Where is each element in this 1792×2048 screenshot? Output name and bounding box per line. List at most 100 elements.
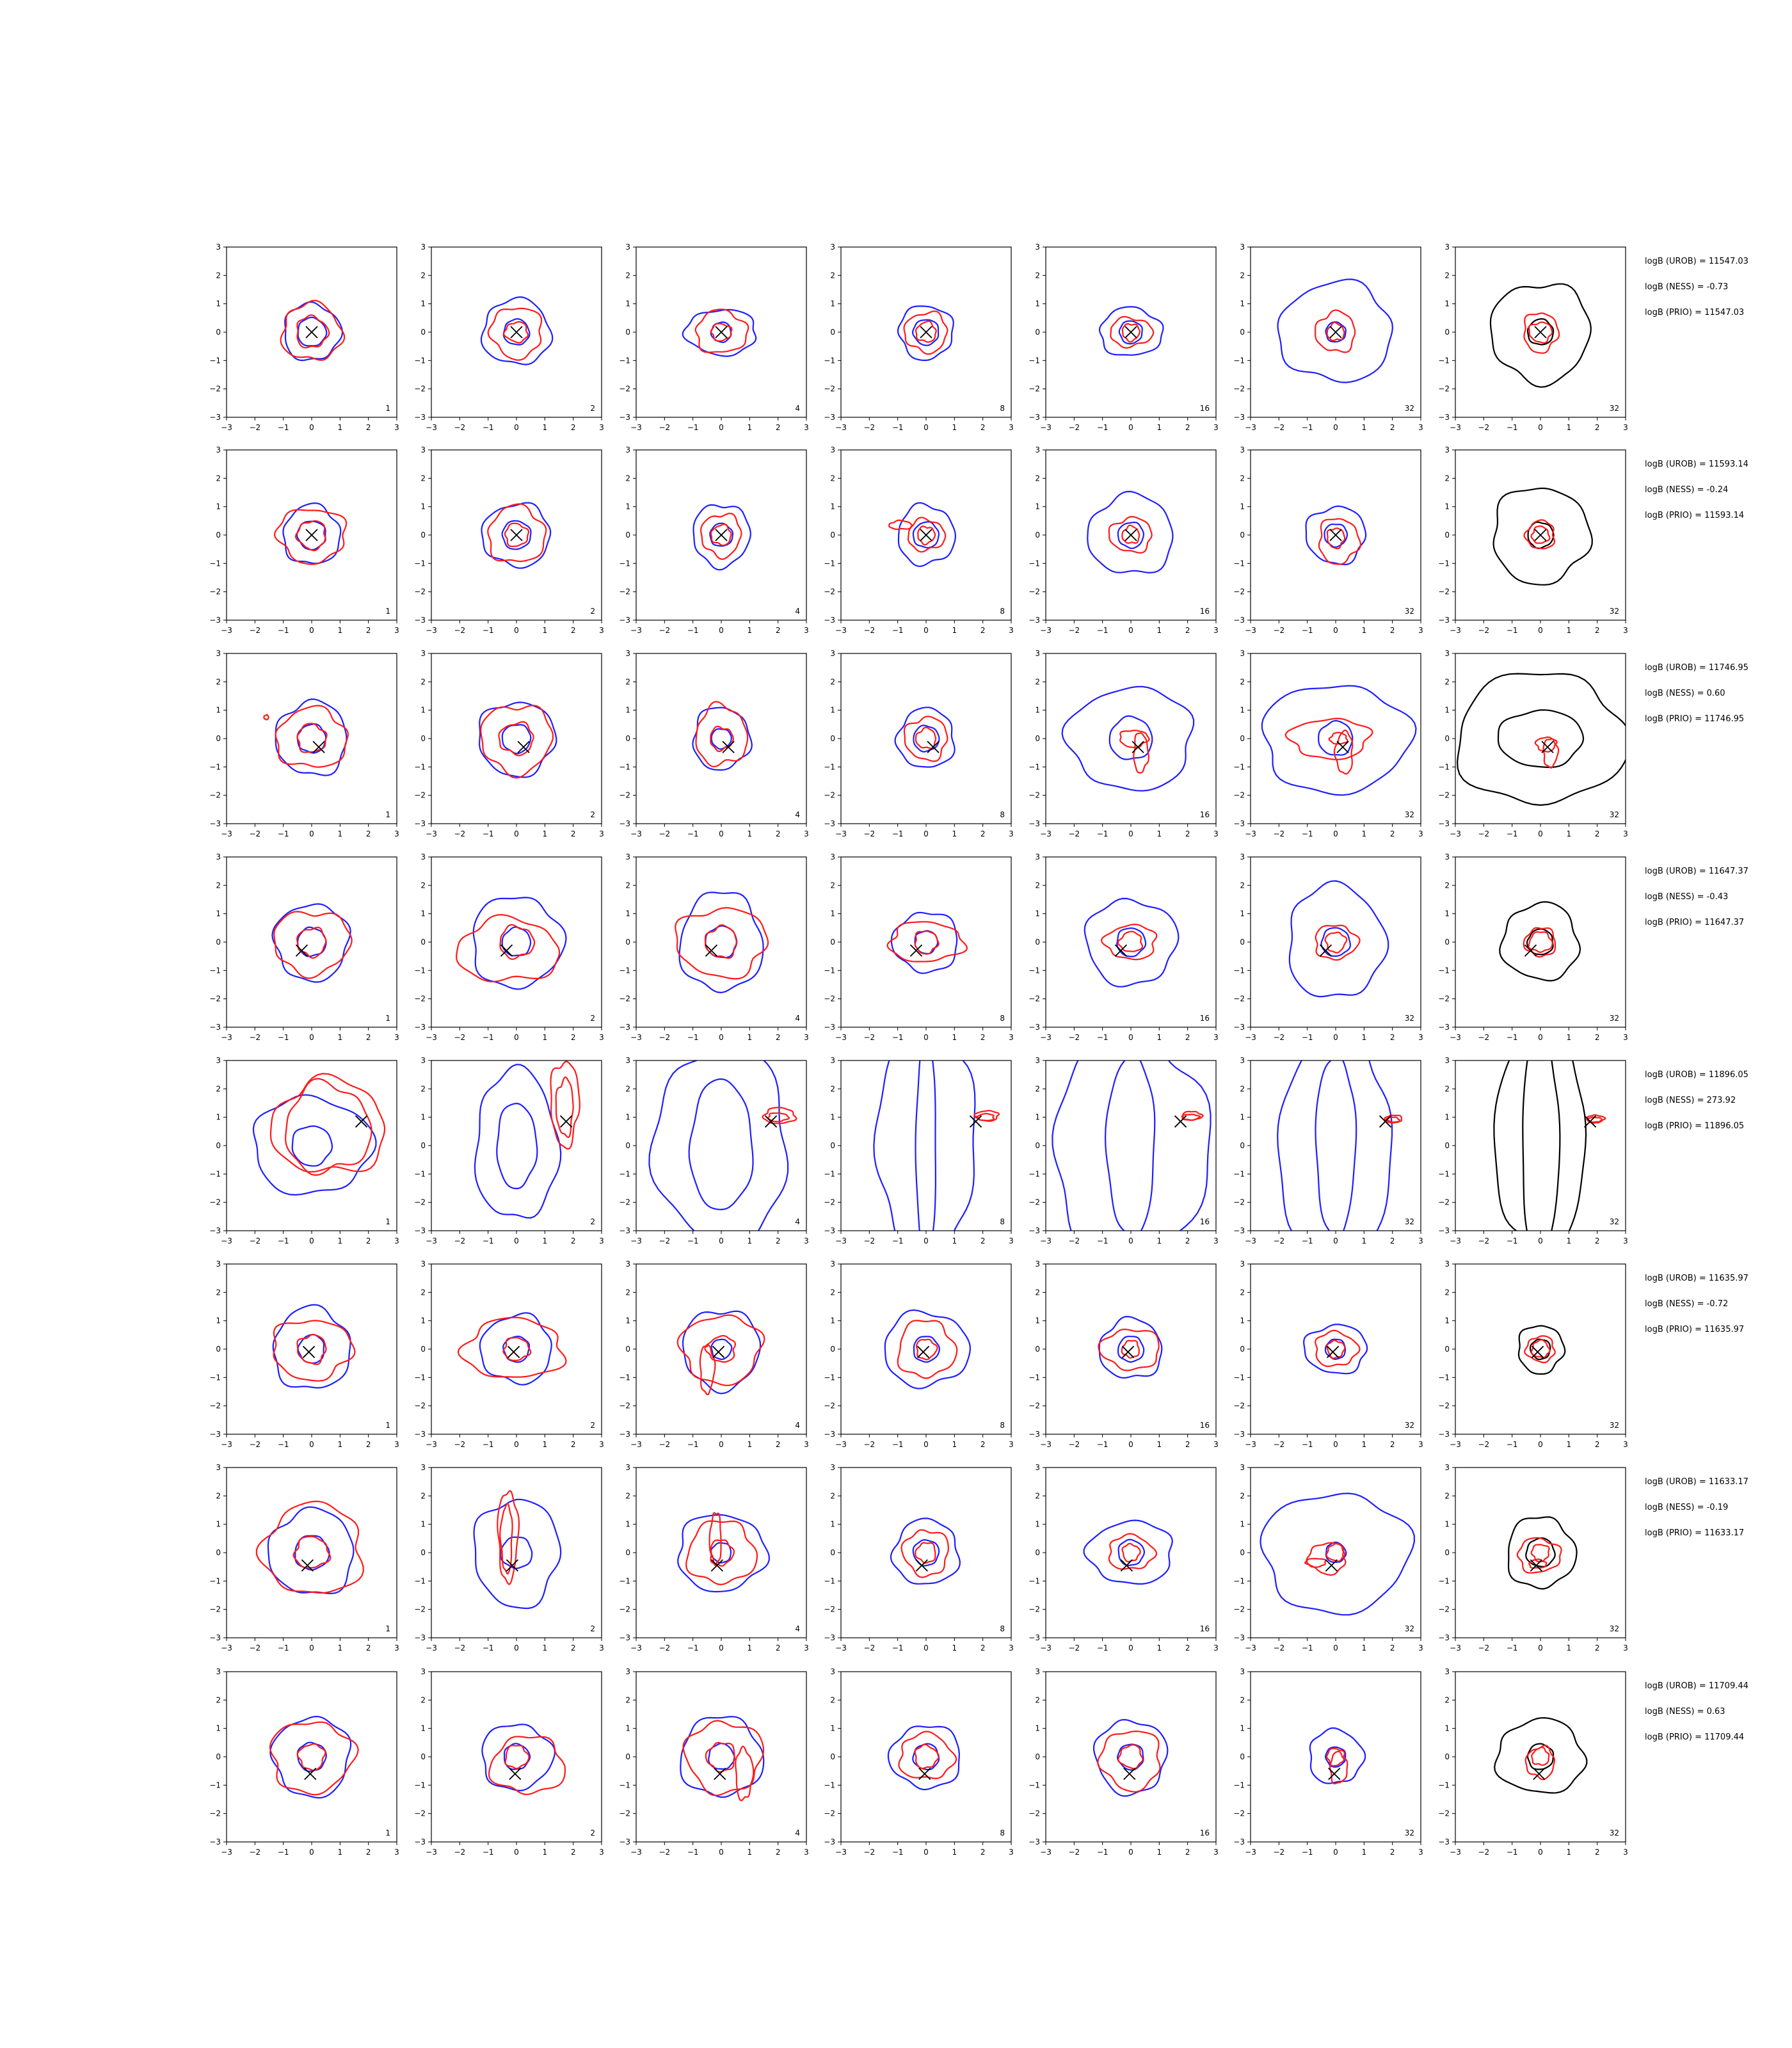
x-tick-label: 0 bbox=[1538, 1848, 1543, 1857]
x-tick-label: 1 bbox=[1157, 1033, 1162, 1042]
true-value-marker bbox=[1319, 944, 1332, 957]
red-contour bbox=[275, 705, 349, 768]
x-tick-label: 0 bbox=[1128, 1848, 1133, 1857]
y-tick-label: 1 bbox=[420, 1316, 426, 1325]
red-contour bbox=[269, 1721, 359, 1796]
y-tick-label: −3 bbox=[824, 616, 835, 625]
y-tick-label: 2 bbox=[830, 1084, 835, 1093]
red-contour bbox=[1530, 1544, 1550, 1563]
true-value-marker bbox=[927, 740, 940, 753]
y-tick-label: 2 bbox=[625, 474, 630, 483]
x-tick-label: −2 bbox=[659, 1644, 670, 1652]
y-tick-label: 0 bbox=[1035, 328, 1040, 337]
x-tick-label: 3 bbox=[1009, 1848, 1014, 1857]
true-value-marker bbox=[510, 529, 523, 541]
contour-area bbox=[677, 1512, 770, 1593]
y-tick-label: −3 bbox=[1233, 616, 1245, 625]
red-contour bbox=[1328, 732, 1348, 745]
y-tick-label: −2 bbox=[824, 1605, 835, 1614]
x-tick-label: 1 bbox=[748, 423, 753, 432]
y-tick-label: 2 bbox=[1240, 1288, 1245, 1297]
x-tick-label: 2 bbox=[571, 1644, 576, 1652]
y-tick-label: 3 bbox=[216, 852, 221, 861]
y-tick-label: −2 bbox=[414, 791, 426, 800]
y-tick-label: 3 bbox=[216, 445, 221, 454]
x-tick-label: 2 bbox=[776, 1440, 781, 1449]
panel-number-label: 4 bbox=[795, 1217, 800, 1226]
red-contour bbox=[504, 1745, 530, 1770]
x-tick-label: 3 bbox=[1418, 423, 1423, 432]
panel-r7-c4: −3−3 −2 −2 −1 −1 0 0 1 1 2 2 3 3 8 bbox=[824, 1463, 1014, 1652]
x-tick-label: −3 bbox=[1040, 1848, 1052, 1857]
x-tick-label: −3 bbox=[1450, 829, 1461, 838]
contour-area bbox=[272, 1304, 356, 1389]
red-contour bbox=[550, 1060, 580, 1150]
red-contour bbox=[1121, 1542, 1141, 1563]
x-tick-label: −2 bbox=[1068, 1033, 1080, 1042]
x-tick-label: −1 bbox=[1302, 1033, 1313, 1042]
x-tick-label: −1 bbox=[1097, 1644, 1108, 1652]
y-tick-label: −2 bbox=[619, 995, 630, 1004]
red-contour bbox=[1326, 527, 1346, 550]
true-value-marker bbox=[302, 1345, 316, 1359]
x-tick-label: −3 bbox=[1040, 829, 1052, 838]
y-tick-label: 1 bbox=[625, 502, 630, 511]
x-tick-label: −1 bbox=[892, 1033, 904, 1042]
axes-frame bbox=[431, 1060, 602, 1231]
inner-contour bbox=[1325, 321, 1347, 343]
contour-area bbox=[271, 903, 353, 983]
y-tick-label: −1 bbox=[824, 966, 835, 975]
y-tick-label: −2 bbox=[1233, 791, 1245, 800]
red-contour bbox=[296, 314, 330, 349]
panel-number-label: 32 bbox=[1610, 404, 1619, 413]
y-tick-label: −1 bbox=[1028, 559, 1040, 568]
y-tick-label: 2 bbox=[1444, 271, 1450, 280]
x-tick-label: −2 bbox=[454, 626, 465, 635]
contour-area bbox=[269, 1715, 359, 1799]
x-tick-label: −3 bbox=[630, 1033, 642, 1042]
axes-frame bbox=[431, 856, 602, 1028]
panel-r5-c7: −3−3 −2 −2 −1 −1 0 0 1 1 2 2 3 3 32 bbox=[1438, 1056, 1628, 1245]
x-tick-label: 2 bbox=[366, 1236, 371, 1245]
panel-r8-c7: −3−3 −2 −2 −1 −1 0 0 1 1 2 2 3 3 32 bbox=[1438, 1667, 1628, 1857]
true-value-marker bbox=[1329, 529, 1342, 541]
inner-contour bbox=[291, 1125, 333, 1167]
x-tick-label: −1 bbox=[483, 1440, 494, 1449]
panel-number-label: 16 bbox=[1200, 1217, 1210, 1226]
red-contour bbox=[1524, 1745, 1556, 1780]
red-contour bbox=[1314, 309, 1356, 353]
x-tick-label: −2 bbox=[1273, 829, 1284, 838]
y-tick-label: −2 bbox=[1233, 1198, 1245, 1207]
x-tick-label: 2 bbox=[980, 1848, 986, 1857]
red-contour bbox=[1119, 730, 1150, 749]
y-tick-label: −3 bbox=[1028, 616, 1040, 625]
panel-number-label: 32 bbox=[1405, 1217, 1414, 1226]
outer-contour bbox=[1309, 1727, 1366, 1784]
x-tick-label: −3 bbox=[835, 626, 847, 635]
red-contour bbox=[1530, 1339, 1551, 1359]
x-tick-label: 1 bbox=[1157, 1440, 1162, 1449]
contour-area bbox=[1305, 505, 1367, 566]
x-tick-label: −2 bbox=[1478, 829, 1489, 838]
y-tick-label: −1 bbox=[209, 356, 221, 365]
red-contour bbox=[676, 1314, 765, 1386]
panel-number-label: 4 bbox=[795, 1421, 800, 1430]
y-tick-label: −3 bbox=[414, 413, 426, 422]
true-value-marker bbox=[764, 1115, 778, 1128]
contour-area bbox=[894, 707, 956, 768]
x-tick-label: 2 bbox=[980, 1033, 986, 1042]
panel-r6-c3: −3−3 −2 −2 −1 −1 0 0 1 1 2 2 3 3 4 bbox=[619, 1260, 809, 1449]
red-contour bbox=[1097, 1730, 1161, 1793]
outer-contour bbox=[1277, 278, 1394, 383]
inner-contour bbox=[1522, 1060, 1561, 1231]
y-tick-label: −2 bbox=[414, 588, 426, 596]
x-tick-label: 0 bbox=[309, 626, 314, 635]
x-tick-label: 2 bbox=[980, 423, 986, 432]
inner-contour bbox=[915, 1060, 936, 1231]
x-tick-label: −3 bbox=[835, 1033, 847, 1042]
x-tick-label: 3 bbox=[394, 1236, 399, 1245]
panel-number-label: 32 bbox=[1405, 1624, 1414, 1633]
axes-frame bbox=[636, 856, 807, 1028]
x-tick-label: −2 bbox=[249, 1644, 260, 1652]
